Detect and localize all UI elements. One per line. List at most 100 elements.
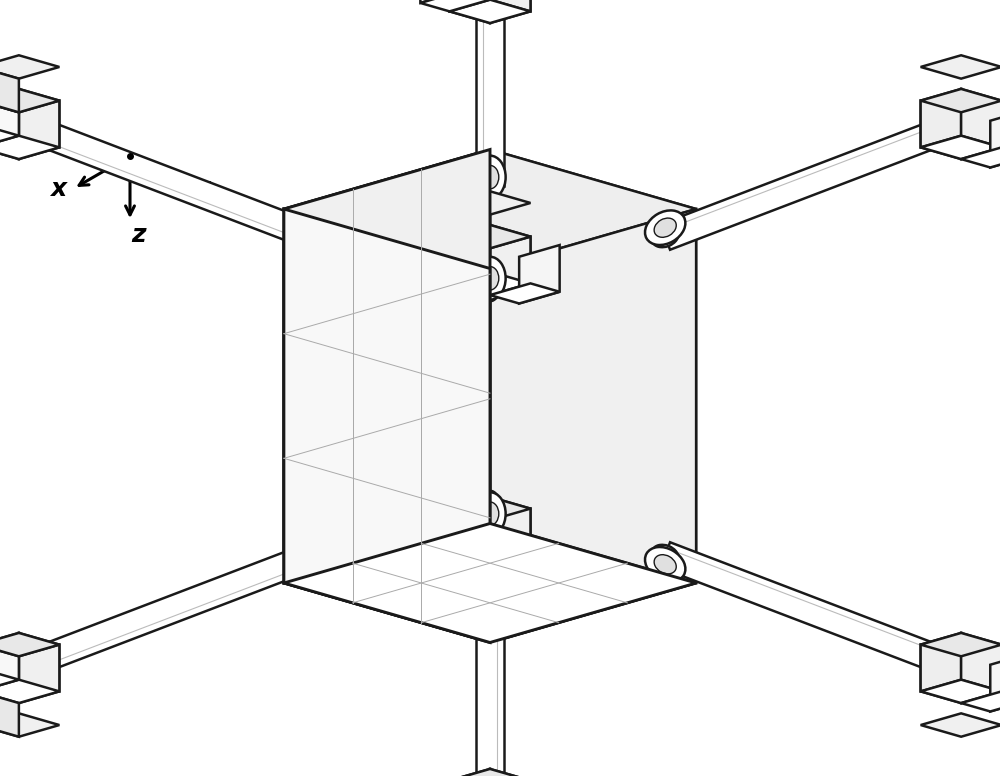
Polygon shape <box>660 111 966 250</box>
Polygon shape <box>660 542 966 681</box>
Ellipse shape <box>645 210 685 245</box>
Polygon shape <box>961 645 1000 703</box>
Polygon shape <box>284 524 696 643</box>
Polygon shape <box>0 136 59 159</box>
Polygon shape <box>450 0 490 23</box>
Ellipse shape <box>652 545 678 565</box>
Ellipse shape <box>480 173 500 200</box>
Polygon shape <box>420 0 461 3</box>
Polygon shape <box>19 89 59 147</box>
Polygon shape <box>921 136 1000 159</box>
Polygon shape <box>961 633 1000 691</box>
Polygon shape <box>921 55 1000 78</box>
Ellipse shape <box>481 165 499 189</box>
Polygon shape <box>0 633 59 656</box>
Ellipse shape <box>474 492 506 535</box>
Text: x: x <box>50 176 66 200</box>
Polygon shape <box>0 691 19 736</box>
Ellipse shape <box>480 0 500 2</box>
Polygon shape <box>0 127 19 147</box>
Polygon shape <box>450 769 530 776</box>
Polygon shape <box>961 89 1000 147</box>
Polygon shape <box>0 101 19 159</box>
Polygon shape <box>284 524 696 643</box>
Polygon shape <box>476 0 504 186</box>
Ellipse shape <box>480 247 500 274</box>
Polygon shape <box>921 680 1000 703</box>
Polygon shape <box>284 209 490 643</box>
Polygon shape <box>0 713 59 736</box>
Ellipse shape <box>474 156 506 199</box>
Ellipse shape <box>480 518 500 546</box>
Polygon shape <box>14 542 320 681</box>
Polygon shape <box>476 504 504 532</box>
Polygon shape <box>0 633 19 691</box>
Polygon shape <box>284 150 490 583</box>
Polygon shape <box>921 89 1000 113</box>
Polygon shape <box>490 0 530 12</box>
Polygon shape <box>0 67 19 113</box>
Polygon shape <box>490 497 530 556</box>
Polygon shape <box>284 150 490 583</box>
Polygon shape <box>450 497 530 521</box>
Polygon shape <box>490 508 530 567</box>
Polygon shape <box>450 0 490 12</box>
Text: y: y <box>194 176 210 200</box>
Polygon shape <box>921 713 1000 736</box>
Polygon shape <box>921 645 961 703</box>
Polygon shape <box>490 237 530 295</box>
Polygon shape <box>490 769 530 776</box>
Polygon shape <box>921 633 1000 656</box>
Polygon shape <box>450 225 530 248</box>
Polygon shape <box>450 497 490 556</box>
Polygon shape <box>284 150 696 268</box>
Ellipse shape <box>480 592 500 619</box>
Ellipse shape <box>481 603 499 626</box>
Polygon shape <box>450 0 530 23</box>
Ellipse shape <box>481 266 499 290</box>
Ellipse shape <box>480 490 500 518</box>
Polygon shape <box>420 535 490 556</box>
Polygon shape <box>450 577 530 601</box>
Polygon shape <box>490 209 696 643</box>
Ellipse shape <box>654 555 676 574</box>
Polygon shape <box>490 150 696 583</box>
Ellipse shape <box>304 555 326 574</box>
Polygon shape <box>990 653 1000 712</box>
Polygon shape <box>490 283 560 303</box>
Polygon shape <box>921 633 961 691</box>
Polygon shape <box>990 109 1000 168</box>
Polygon shape <box>476 260 504 288</box>
Polygon shape <box>450 191 530 215</box>
Polygon shape <box>19 101 59 159</box>
Polygon shape <box>0 680 59 703</box>
Ellipse shape <box>948 114 974 134</box>
Polygon shape <box>961 691 1000 712</box>
Polygon shape <box>490 0 530 23</box>
Polygon shape <box>19 645 59 703</box>
Polygon shape <box>0 89 59 113</box>
Ellipse shape <box>645 547 685 581</box>
Polygon shape <box>450 203 490 248</box>
Ellipse shape <box>6 658 32 678</box>
Polygon shape <box>450 272 530 295</box>
Polygon shape <box>961 147 1000 168</box>
Ellipse shape <box>948 658 974 678</box>
Polygon shape <box>420 0 490 12</box>
Polygon shape <box>0 671 19 691</box>
Polygon shape <box>961 101 1000 159</box>
Ellipse shape <box>302 227 328 248</box>
Polygon shape <box>450 225 490 283</box>
Polygon shape <box>450 769 490 776</box>
Ellipse shape <box>295 210 335 245</box>
Ellipse shape <box>304 218 326 237</box>
Polygon shape <box>14 111 320 250</box>
Polygon shape <box>0 89 19 147</box>
Polygon shape <box>0 55 59 78</box>
Ellipse shape <box>481 502 499 525</box>
Polygon shape <box>19 633 59 691</box>
Ellipse shape <box>652 227 678 248</box>
Polygon shape <box>420 489 461 547</box>
Polygon shape <box>450 237 490 295</box>
Ellipse shape <box>474 257 506 300</box>
